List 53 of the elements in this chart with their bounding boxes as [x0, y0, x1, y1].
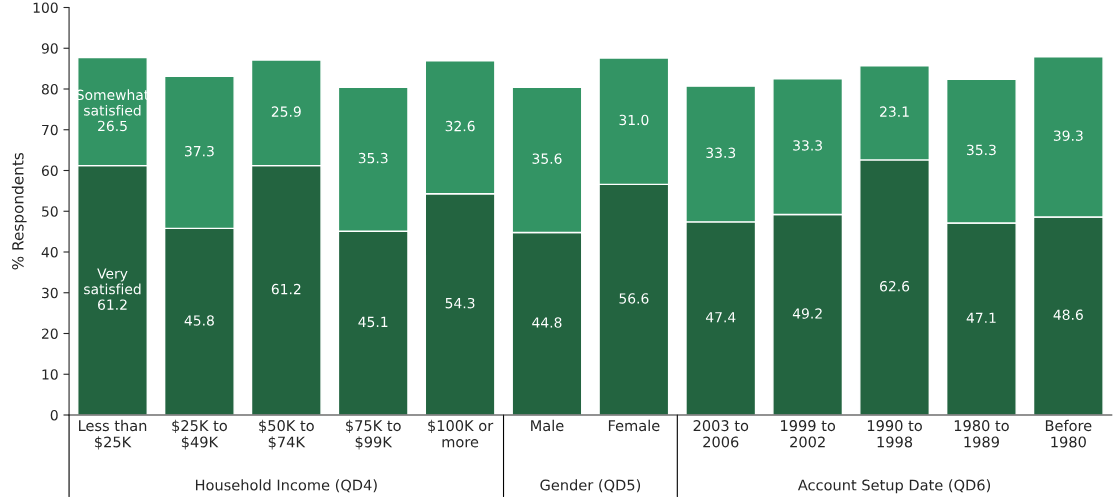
data-label: 61.2 — [271, 283, 301, 295]
data-label: 31.0 — [619, 114, 649, 126]
text: Gender (QD5) — [540, 479, 641, 493]
data-label: 23.1 — [880, 106, 909, 117]
y-tick-label: 10 — [42, 369, 58, 380]
text: Household Income (QD4) — [195, 479, 377, 493]
data-label: 45.1 — [358, 316, 388, 328]
y-tick-label: 60 — [41, 165, 58, 176]
x-tick-label: Less than $25K — [79, 419, 147, 450]
data-label: 61.2 — [98, 299, 127, 310]
data-label: 47.4 — [705, 312, 736, 323]
data-label: 33.3 — [793, 140, 822, 151]
y-tick-label: 70 — [42, 124, 58, 136]
data-label: 54.3 — [445, 297, 475, 309]
y-tick-label: 90 — [41, 43, 58, 54]
data-label: 33.3 — [706, 147, 736, 159]
x-tick-label: 1980 to 1989 — [954, 420, 1009, 448]
data-label: 37.3 — [185, 145, 214, 157]
data-label: 48.6 — [1053, 309, 1083, 321]
data-label: 32.6 — [445, 120, 475, 132]
data-label: 44.8 — [532, 317, 562, 328]
x-tick-label: Female — [608, 419, 660, 432]
y-tick-label: 40 — [41, 246, 58, 258]
x-tick-label: $100K or more — [428, 419, 494, 448]
y-tick-label: 30 — [42, 287, 58, 299]
y-tick-label: 20 — [42, 328, 58, 339]
x-tick-label: Before 1980 — [1045, 419, 1092, 448]
x-tick-label: 1999 to 2002 — [781, 420, 836, 448]
y-tick-label: 100 — [33, 2, 58, 13]
data-label: 35.3 — [967, 144, 996, 156]
data-label: 47.1 — [966, 312, 996, 323]
y-tick-label: 0 — [50, 409, 58, 421]
series-label: Somewhat satisfied — [76, 89, 149, 116]
data-label: 25.9 — [271, 106, 301, 117]
x-tick-label: 1990 to 1998 — [867, 420, 922, 448]
data-label: 35.3 — [358, 152, 388, 164]
y-tick-label: 50 — [42, 206, 58, 217]
y-axis-title: % Respondents — [11, 152, 27, 270]
data-label: 26.5 — [98, 120, 127, 132]
y-tick-label: 80 — [41, 83, 58, 95]
data-label: 62.6 — [880, 280, 910, 292]
data-label: 35.6 — [532, 153, 562, 164]
x-tick-label: 2003 to 2006 — [693, 420, 749, 448]
data-label: 39.3 — [1053, 130, 1083, 141]
data-label: 45.8 — [184, 315, 214, 326]
x-tick-label: $50K to $74K — [259, 419, 314, 450]
text: Account Setup Date (QD6) — [797, 479, 991, 494]
x-tick-label: Male — [531, 419, 564, 432]
data-label: 56.6 — [619, 293, 649, 304]
data-label: 49.2 — [792, 308, 822, 319]
x-tick-label: $25K to $49K — [172, 419, 227, 450]
series-label: Very satisfied — [84, 268, 141, 295]
x-tick-label: $75K to $99K — [346, 419, 401, 450]
